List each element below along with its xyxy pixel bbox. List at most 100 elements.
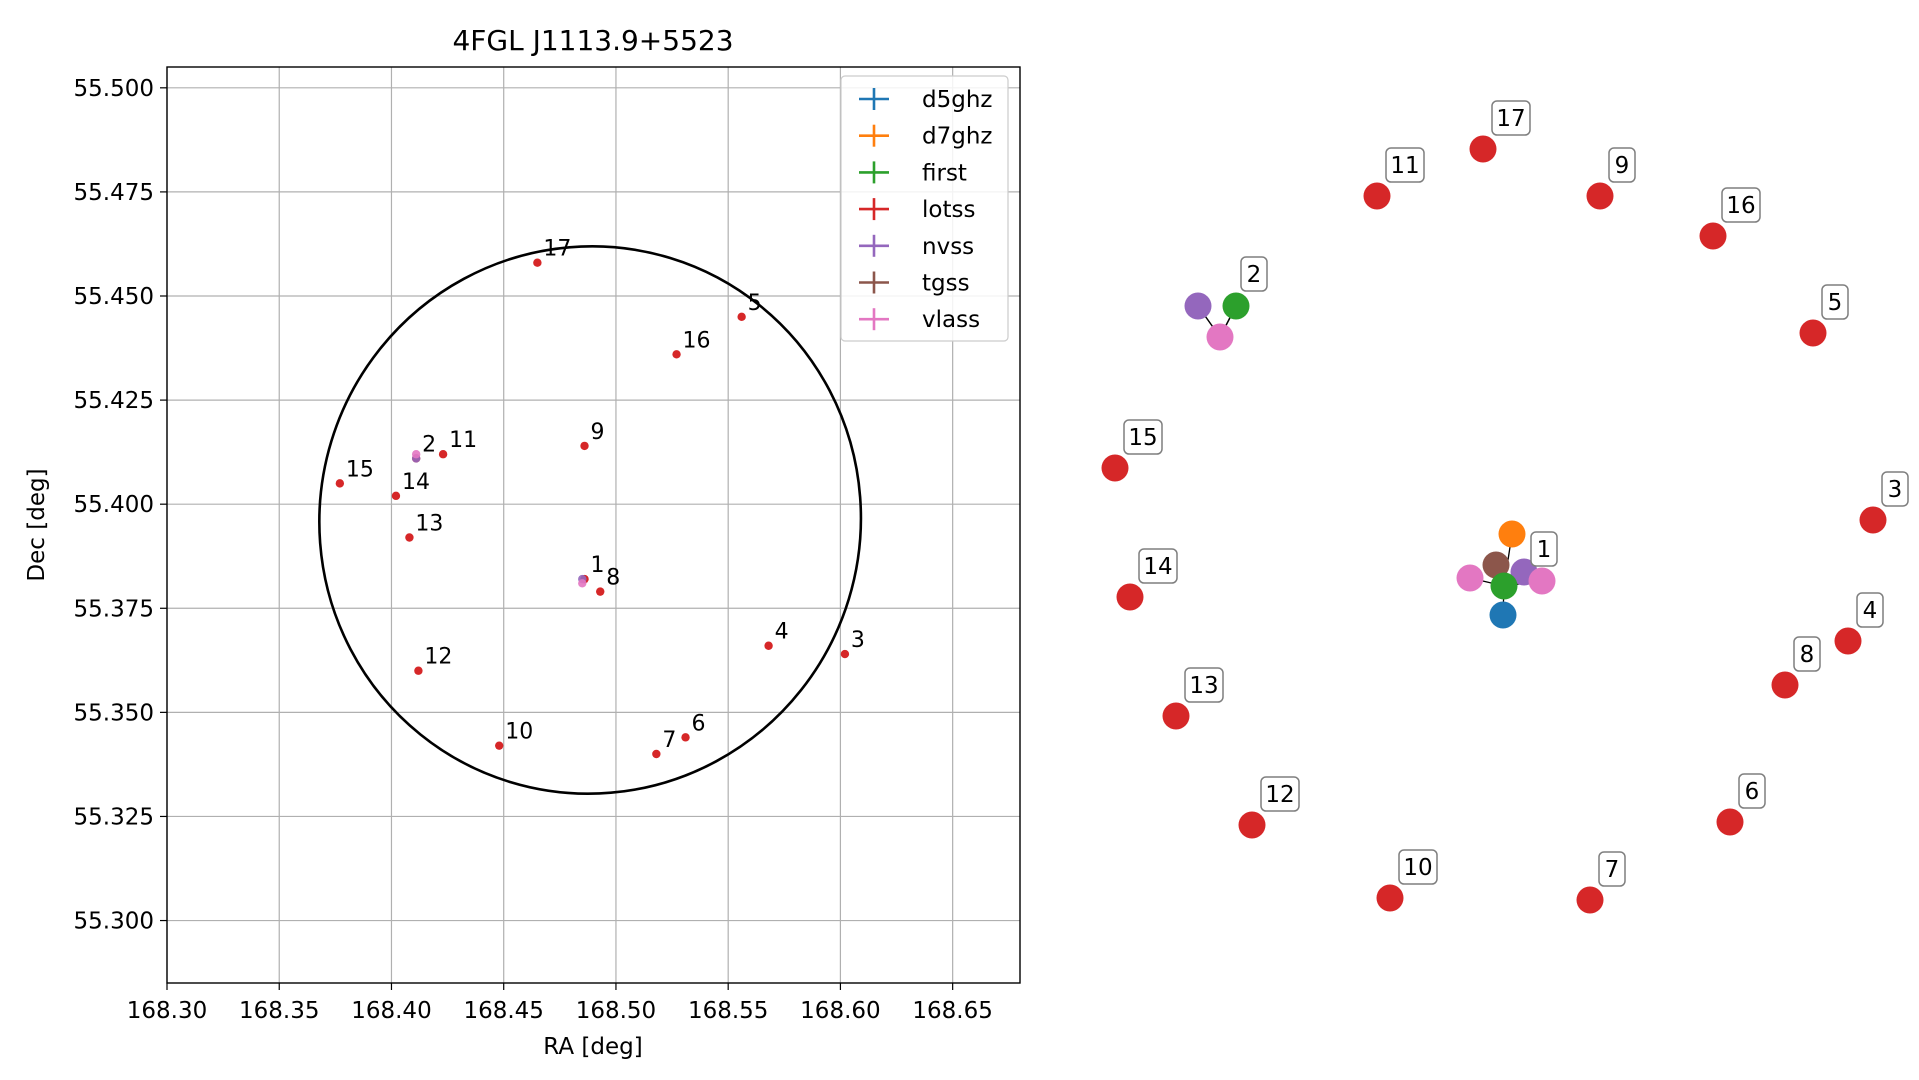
legend-label: d7ghz xyxy=(922,124,992,150)
source-label-13: 13 xyxy=(415,511,443,536)
source-label-4: 4 xyxy=(775,620,789,645)
network-node-11 xyxy=(1363,182,1391,210)
network-node-4 xyxy=(1834,627,1862,655)
label-text: 8 xyxy=(1800,642,1815,668)
network-node-label-3: 3 xyxy=(1881,471,1909,507)
network-node-label-6: 6 xyxy=(1738,773,1766,809)
network-node-16 xyxy=(1699,222,1727,250)
legend-label: lotss xyxy=(922,197,975,223)
chart-title: 4FGL J1113.9+5523 xyxy=(452,24,733,57)
legend-item-vlass: vlass xyxy=(859,307,980,333)
y-tick-label: 55.475 xyxy=(74,180,154,206)
network-node-label-9: 9 xyxy=(1608,147,1636,183)
source-label-15: 15 xyxy=(346,457,374,482)
legend-item-d5ghz: d5ghz xyxy=(859,87,992,113)
source-marker-16 xyxy=(672,350,681,359)
label-text: 3 xyxy=(1888,477,1903,503)
network-node-15 xyxy=(1101,454,1129,482)
source-marker-10 xyxy=(495,741,504,750)
network-node-6 xyxy=(1716,808,1744,836)
network-node-label-8: 8 xyxy=(1793,636,1821,672)
network-node-d5ghz xyxy=(1489,601,1517,629)
network-node-label-12: 12 xyxy=(1260,776,1300,812)
label-text: 16 xyxy=(1726,193,1755,219)
network-node-tgss xyxy=(1482,551,1510,579)
label-box xyxy=(1385,147,1425,183)
network-node-3 xyxy=(1859,506,1887,534)
source-label-16: 16 xyxy=(683,328,711,353)
network-node-label-5: 5 xyxy=(1821,284,1849,320)
network-node-10 xyxy=(1376,884,1404,912)
legend-label: first xyxy=(922,160,967,186)
label-box xyxy=(1138,548,1178,584)
plot-frame xyxy=(166,66,1021,984)
label-box xyxy=(1721,187,1761,223)
label-text: 1 xyxy=(1537,537,1552,563)
label-text: 15 xyxy=(1128,425,1157,451)
x-tick-label: 168.60 xyxy=(800,998,880,1024)
uncertainty-ellipse-layer xyxy=(318,245,863,795)
y-tick-label: 55.425 xyxy=(74,388,154,414)
y-tick-label: 55.350 xyxy=(74,700,154,726)
y-tick-label: 55.400 xyxy=(74,492,154,518)
network-node-label-13: 13 xyxy=(1184,667,1224,703)
network-node-label-16: 16 xyxy=(1721,187,1761,223)
label-box xyxy=(1598,851,1626,887)
source-marker-15 xyxy=(335,479,345,488)
legend-item-d7ghz: d7ghz xyxy=(859,124,992,150)
legend-label: d5ghz xyxy=(922,87,992,113)
y-tick-label: 55.325 xyxy=(74,804,154,830)
network-node-12 xyxy=(1238,811,1266,839)
legend-label: nvss xyxy=(922,234,974,260)
network-node-9 xyxy=(1586,182,1614,210)
network-node-13 xyxy=(1162,702,1190,730)
label-box xyxy=(1398,849,1438,885)
network-node-label-15: 15 xyxy=(1123,419,1163,455)
label-text: 10 xyxy=(1403,855,1432,881)
network-node-14 xyxy=(1116,583,1144,611)
source-label-3: 3 xyxy=(851,628,865,653)
source-marker-5 xyxy=(737,312,746,322)
label-text: 2 xyxy=(1247,262,1262,288)
network-node-label-7: 7 xyxy=(1598,851,1626,887)
grid xyxy=(166,67,1020,983)
source-marker-7 xyxy=(652,749,661,759)
y-tick-label: 55.300 xyxy=(74,909,154,935)
legend-label: vlass xyxy=(922,307,980,333)
label-text: 11 xyxy=(1390,153,1419,179)
network-node-vlass xyxy=(1456,564,1484,592)
network-node-first xyxy=(1490,572,1518,600)
source-label-10: 10 xyxy=(505,720,533,745)
source-marker-12 xyxy=(414,666,423,675)
network-node-first xyxy=(1222,292,1250,320)
y-tick-label: 55.500 xyxy=(74,76,154,102)
source-marker-6 xyxy=(681,733,690,742)
network-node-label-1: 1 xyxy=(1530,531,1558,567)
source-marker-17 xyxy=(533,258,542,267)
source-label-5: 5 xyxy=(748,291,762,316)
label-text: 7 xyxy=(1605,857,1620,883)
source-marker-13 xyxy=(405,533,414,542)
label-text: 9 xyxy=(1615,153,1630,179)
x-axis-label: RA [deg] xyxy=(543,1034,642,1060)
network-node-label-17: 17 xyxy=(1491,100,1531,136)
network-node-5 xyxy=(1799,319,1827,347)
network-node-label-10: 10 xyxy=(1398,849,1438,885)
vlass-marker xyxy=(411,450,421,459)
network-node-7 xyxy=(1576,886,1604,914)
network-node-17 xyxy=(1469,135,1497,163)
label-box xyxy=(1821,284,1849,320)
source-label-7: 7 xyxy=(662,728,676,753)
label-text: 4 xyxy=(1863,598,1878,624)
label-text: 17 xyxy=(1496,106,1525,132)
network-node-label-11: 11 xyxy=(1385,147,1425,183)
network-node-label-2: 2 xyxy=(1240,256,1268,292)
network-node-d7ghz xyxy=(1498,520,1526,548)
y-tick-label: 55.375 xyxy=(74,596,154,622)
label-text: 14 xyxy=(1143,554,1172,580)
